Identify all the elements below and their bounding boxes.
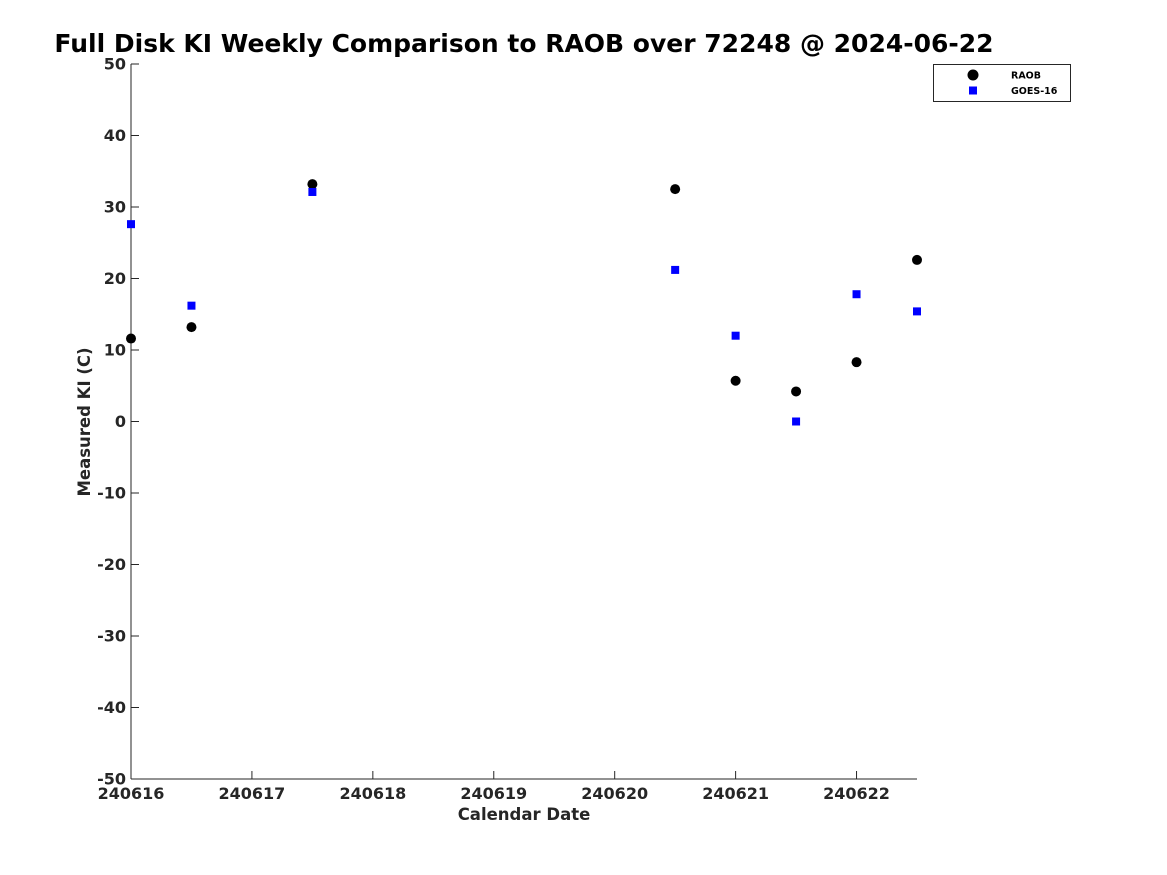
- y-tick-label: -10: [97, 484, 126, 503]
- goes16-point: [127, 220, 135, 229]
- y-tick-label: -40: [97, 698, 126, 717]
- series-layer: [126, 179, 922, 426]
- series-raob: [126, 179, 922, 397]
- legend-box: [933, 64, 1071, 102]
- raob-point: [851, 357, 862, 368]
- y-axis-label: Measured KI (C): [75, 347, 94, 496]
- x-tick-label: 240618: [339, 784, 406, 803]
- x-ticks: 240616 240617 240618 240619 240620 240621 2406…: [98, 771, 890, 803]
- raob-point: [912, 254, 922, 265]
- chart-title: Full Disk KI Weekly Comparison to RAOB o…: [54, 29, 993, 58]
- legend-goes16-marker: [969, 86, 977, 95]
- goes16-point: [308, 187, 317, 196]
- raob-point: [791, 386, 802, 397]
- goes16-point: [792, 417, 801, 426]
- goes16-point: [731, 331, 740, 340]
- x-axis-label: Calendar Date: [458, 805, 591, 824]
- y-tick-label: 50: [104, 55, 126, 74]
- x-tick-label: 240621: [702, 784, 769, 803]
- legend-raob-marker: [967, 69, 979, 81]
- y-tick-label: -20: [97, 555, 126, 574]
- x-tick-label: 240620: [581, 784, 648, 803]
- raob-point: [126, 333, 136, 344]
- raob-point: [307, 179, 318, 190]
- goes16-point: [852, 290, 861, 299]
- legend-raob-label: RAOB: [1011, 71, 1041, 82]
- raob-point: [730, 375, 741, 386]
- y-tick-label: 40: [104, 126, 126, 145]
- series-goes-16: [127, 187, 921, 426]
- y-tick-label: 30: [104, 198, 126, 217]
- x-tick-label: 240616: [98, 784, 165, 803]
- y-tick-label: 10: [104, 341, 126, 360]
- y-tick-label: 20: [104, 269, 126, 288]
- goes16-point: [913, 307, 921, 316]
- raob-point: [186, 322, 197, 333]
- x-tick-label: 240622: [823, 784, 890, 803]
- x-tick-label: 240617: [219, 784, 286, 803]
- y-tick-label: -50: [97, 770, 126, 789]
- y-tick-label: 0: [115, 412, 126, 431]
- x-tick-label: 240619: [460, 784, 527, 803]
- goes16-point: [671, 265, 680, 274]
- legend-goes16-label: GOES-16: [1011, 86, 1058, 97]
- goes16-point: [187, 301, 196, 310]
- legend: RAOB GOES-16: [933, 64, 1071, 102]
- y-ticks: 50 40 30 20 10 0 -10 -20 -30 -40 -50: [97, 55, 139, 789]
- raob-point: [670, 184, 681, 195]
- y-tick-label: -30: [97, 627, 126, 646]
